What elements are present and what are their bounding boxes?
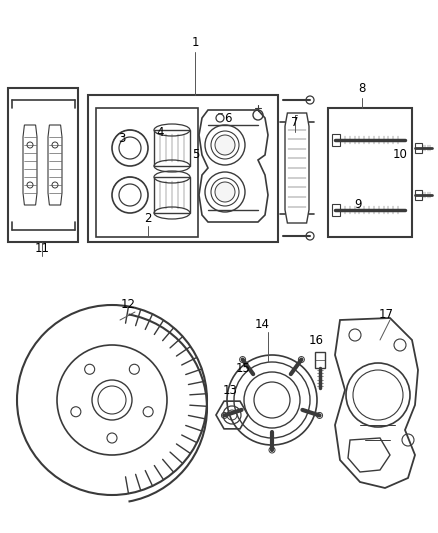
Bar bbox=[154, 177, 190, 213]
Bar bbox=[328, 108, 412, 237]
Text: 7: 7 bbox=[291, 116, 299, 128]
Bar bbox=[332, 134, 340, 146]
Circle shape bbox=[215, 182, 235, 202]
Text: 8: 8 bbox=[358, 82, 366, 94]
Bar bbox=[415, 143, 422, 153]
Bar bbox=[415, 190, 422, 200]
Bar bbox=[8, 88, 78, 242]
Bar bbox=[154, 130, 190, 166]
Text: 11: 11 bbox=[35, 241, 49, 254]
Bar bbox=[96, 108, 198, 237]
Text: 15: 15 bbox=[236, 361, 251, 375]
Text: 13: 13 bbox=[223, 384, 237, 397]
Text: 14: 14 bbox=[254, 319, 269, 332]
Text: 9: 9 bbox=[354, 198, 362, 212]
Bar bbox=[88, 95, 278, 242]
Text: 17: 17 bbox=[378, 309, 393, 321]
Text: 16: 16 bbox=[308, 334, 324, 346]
Bar bbox=[332, 204, 340, 216]
Text: 6: 6 bbox=[224, 111, 232, 125]
Text: 4: 4 bbox=[156, 125, 164, 139]
Text: 12: 12 bbox=[120, 298, 135, 311]
Text: 2: 2 bbox=[144, 212, 152, 224]
Circle shape bbox=[215, 135, 235, 155]
Text: 10: 10 bbox=[392, 149, 407, 161]
Bar bbox=[315, 352, 325, 368]
Text: 3: 3 bbox=[118, 132, 126, 144]
Text: 1: 1 bbox=[191, 36, 199, 49]
Text: 5: 5 bbox=[192, 149, 200, 161]
